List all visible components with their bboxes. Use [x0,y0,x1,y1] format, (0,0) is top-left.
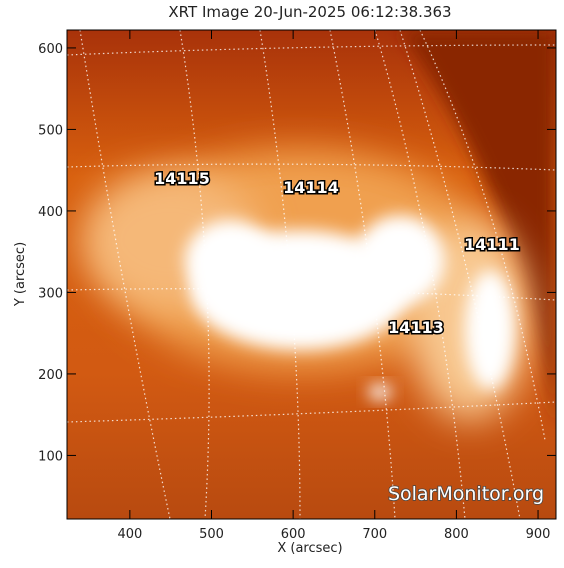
watermark: SolarMonitor.org [388,483,544,505]
region-label: 14113 [388,318,444,337]
plot-frame [66,29,557,520]
x-tick-label: 900 [526,527,551,542]
y-tick-label: 600 [38,42,63,57]
solar-image [67,30,556,519]
y-axis-label: Y (arcsec) [13,242,28,307]
region-label: 14115 [154,169,210,188]
region-label: 14114 [283,178,339,197]
y-tick-label: 500 [38,123,63,138]
region-label: 14111 [464,235,520,254]
y-tick-label: 100 [38,449,63,464]
y-tick-label: 400 [38,205,63,220]
x-tick-label: 500 [199,527,224,542]
x-tick-label: 400 [117,527,142,542]
y-tick-label: 300 [38,286,63,301]
x-tick-label: 700 [362,527,387,542]
x-tick-label: 600 [281,527,306,542]
x-tick-label: 800 [444,527,469,542]
x-axis-label: X (arcsec) [277,541,342,556]
chart-title: XRT Image 20-Jun-2025 06:12:38.363 [168,3,451,21]
y-tick-label: 200 [38,368,63,383]
